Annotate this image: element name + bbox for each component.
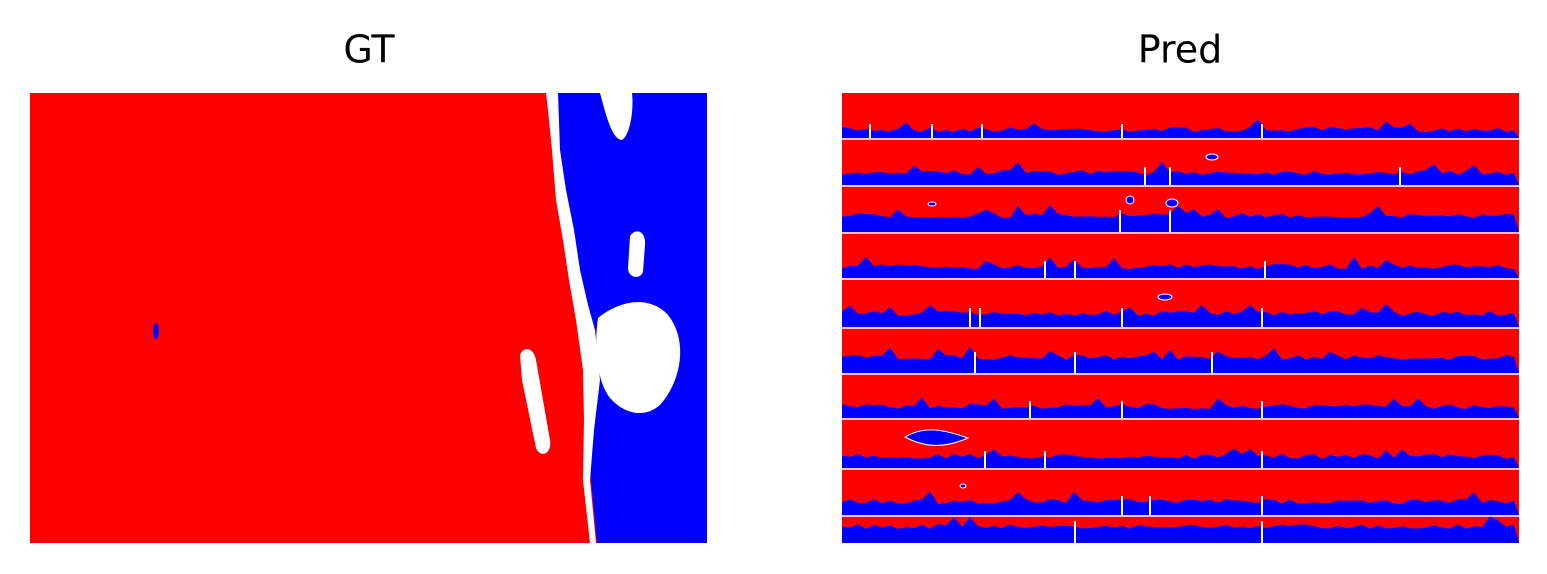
pred-band: [842, 448, 1519, 468]
pred-band: [927, 201, 937, 207]
pred-band: [959, 483, 967, 489]
pred-band: [842, 397, 1519, 418]
pred-band: [842, 256, 1519, 278]
pred-band: [842, 304, 1519, 327]
pred-band: [842, 347, 1519, 373]
panel-title: Pred: [1138, 28, 1223, 72]
pred-band: [1165, 198, 1179, 208]
pred-band: [842, 491, 1519, 515]
pred-band: [1157, 293, 1173, 301]
panel-title: GT: [343, 28, 395, 72]
pred-band: [1205, 153, 1219, 161]
pred-band: [842, 205, 1519, 232]
pred-band: [1125, 195, 1135, 205]
gt-mask: [30, 93, 707, 543]
pred-band: [842, 516, 1519, 543]
pred-band: [842, 119, 1519, 138]
pred-band: [903, 429, 970, 446]
pred-band: [842, 162, 1519, 185]
pred-mask: [842, 93, 1519, 545]
